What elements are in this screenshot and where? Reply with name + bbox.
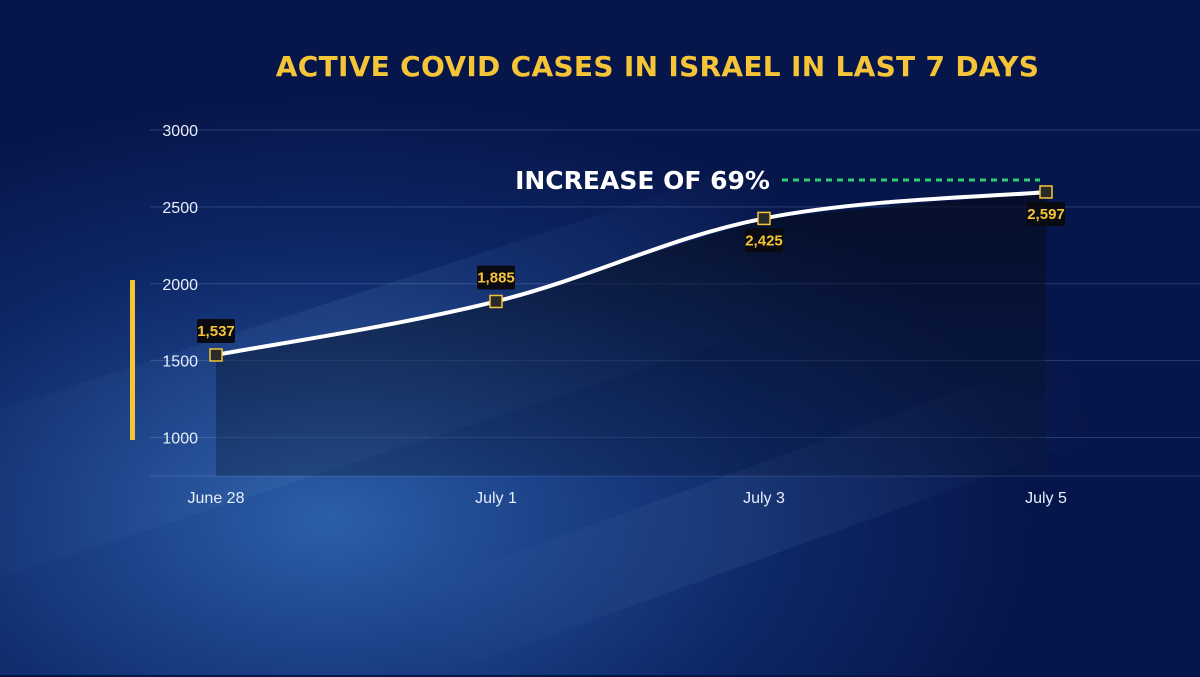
y-tick-label: 2000 — [162, 277, 198, 294]
y-tick-label: 2500 — [162, 200, 198, 217]
series-line — [214, 189, 1048, 357]
series-line-path — [214, 189, 1048, 357]
data-marker — [209, 348, 223, 362]
data-label-bg — [745, 228, 783, 253]
data-label: 1,885 — [477, 269, 515, 286]
area-fill — [216, 191, 1046, 476]
data-label: 1,537 — [197, 323, 235, 340]
data-label-bg — [1027, 201, 1065, 226]
x-tick-label: July 3 — [743, 490, 785, 507]
annotation-text: INCREASE OF 69% — [515, 166, 770, 195]
x-tick-label: July 1 — [475, 490, 517, 507]
data-label-bg — [197, 318, 235, 343]
data-labels: 1,537 1,885 2,425 2,597 — [197, 201, 1065, 343]
data-marker — [489, 294, 503, 309]
y-tick-label: 1000 — [162, 431, 198, 448]
data-marker — [1039, 185, 1053, 199]
y-tick-label: 1500 — [162, 354, 198, 371]
x-tick-label: July 5 — [1025, 490, 1067, 507]
x-axis: June 28 July 1 July 3 July 5 — [188, 490, 1067, 507]
accent-bar — [130, 280, 135, 440]
x-tick-label: June 28 — [188, 490, 245, 507]
y-axis: 3000 2500 2000 1500 1000 — [162, 123, 198, 448]
data-label: 2,597 — [1027, 206, 1065, 223]
data-label-bg — [477, 265, 515, 290]
data-label: 2,425 — [745, 232, 783, 249]
annotation: INCREASE OF 69% — [515, 166, 1040, 195]
y-tick-label: 3000 — [162, 123, 198, 140]
area-shape — [216, 191, 1046, 476]
chart-title: ACTIVE COVID CASES IN ISRAEL IN LAST 7 D… — [275, 50, 1040, 83]
data-marker — [757, 211, 771, 226]
markers — [209, 185, 1053, 362]
